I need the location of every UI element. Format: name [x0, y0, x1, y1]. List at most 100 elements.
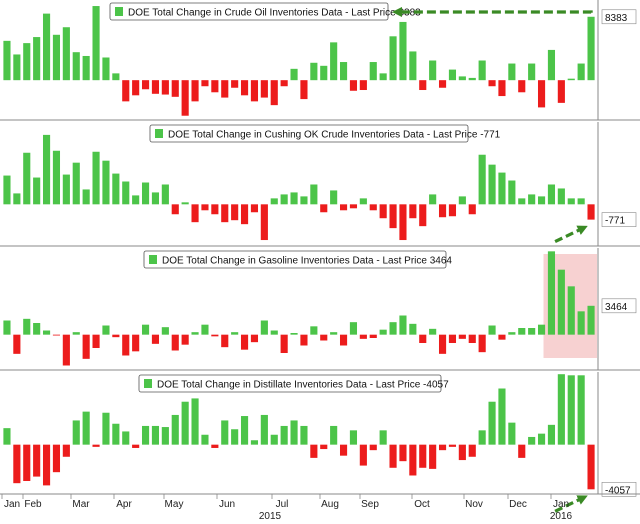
- legend-swatch: [155, 129, 163, 138]
- legend-swatch: [149, 255, 157, 264]
- bar: [122, 181, 130, 205]
- bar: [518, 198, 526, 205]
- bar: [379, 73, 387, 81]
- bar: [320, 444, 328, 450]
- bar: [498, 334, 506, 340]
- bar: [300, 425, 308, 445]
- x-tick-label: Nov: [465, 499, 483, 510]
- bar: [231, 204, 239, 221]
- x-tick-label: Dec: [509, 499, 527, 510]
- bar: [478, 334, 486, 353]
- bar: [399, 204, 407, 241]
- last-value-text: 8383: [605, 13, 628, 24]
- bar: [320, 65, 328, 81]
- bar: [102, 412, 110, 445]
- bar: [72, 332, 80, 335]
- bar: [409, 444, 417, 476]
- bar: [310, 444, 318, 458]
- bar: [132, 444, 140, 448]
- bar: [409, 51, 417, 81]
- bar: [587, 444, 595, 490]
- bar: [23, 43, 31, 81]
- bar: [339, 444, 348, 456]
- bar: [290, 333, 298, 335]
- bar: [290, 68, 298, 81]
- bar: [389, 204, 397, 229]
- bar: [478, 154, 486, 205]
- bar: [72, 420, 80, 445]
- bar: [488, 401, 496, 445]
- bar: [33, 177, 41, 205]
- last-value-label: 8383: [601, 9, 637, 25]
- bar: [557, 374, 565, 445]
- bar: [42, 444, 51, 486]
- bar: [42, 330, 51, 335]
- bar: [102, 57, 110, 81]
- bar: [577, 198, 585, 205]
- panel-title-text: DOE Total Change in Cushing OK Crude Inv…: [168, 130, 501, 141]
- bar: [429, 328, 437, 335]
- bar: [201, 324, 209, 335]
- last-value-label: -4057: [601, 482, 637, 497]
- x-tick-label: May: [165, 499, 184, 510]
- bar: [82, 55, 90, 81]
- bar: [270, 80, 278, 106]
- x-axis: Jan Feb Mar Apr May Jun Jul Aug Sep Oct Nov Dec Jan2…: [0, 493, 640, 522]
- bar: [577, 63, 585, 81]
- bar: [429, 60, 437, 81]
- bar: [23, 444, 31, 481]
- bar: [260, 204, 268, 241]
- bar: [33, 444, 41, 477]
- bar: [191, 332, 199, 335]
- bar: [102, 325, 110, 335]
- bar: [290, 192, 298, 205]
- x-tick-label: Apr: [116, 499, 132, 510]
- bar: [528, 63, 536, 81]
- bar: [577, 375, 585, 445]
- x-tick-label: Jan: [4, 499, 20, 510]
- bar: [508, 332, 516, 335]
- bar: [300, 334, 308, 346]
- bar: [369, 62, 377, 81]
- bar: [330, 42, 338, 81]
- bar: [3, 175, 11, 205]
- bar: [151, 425, 160, 445]
- bar: [359, 198, 367, 205]
- bar: [399, 21, 407, 81]
- bar: [221, 204, 229, 223]
- bar: [151, 80, 160, 94]
- bar: [3, 428, 11, 445]
- bar: [151, 192, 160, 205]
- bar: [369, 444, 377, 451]
- bar: [518, 328, 526, 335]
- bar: [330, 190, 338, 205]
- bar: [458, 444, 466, 461]
- bar: [132, 80, 140, 96]
- bar: [211, 80, 219, 93]
- bar: [181, 334, 189, 345]
- bar: [577, 311, 585, 335]
- bar: [320, 334, 328, 341]
- bar: [488, 80, 496, 87]
- bar: [13, 54, 21, 81]
- bar: [528, 328, 536, 335]
- bar: [419, 334, 427, 343]
- bar: [369, 334, 377, 338]
- bar: [280, 334, 288, 353]
- bar: [181, 202, 189, 205]
- bar: [438, 334, 447, 354]
- bar: [171, 204, 179, 215]
- bar: [557, 269, 565, 335]
- bar: [448, 69, 457, 81]
- bar: [389, 36, 397, 81]
- bar: [132, 334, 140, 352]
- callout-arrow: [554, 495, 588, 513]
- last-value-text: -4057: [605, 485, 631, 496]
- bar: [201, 204, 209, 211]
- bar: [181, 80, 189, 116]
- bar: [171, 80, 179, 97]
- bar: [587, 305, 595, 335]
- bar: [498, 80, 506, 97]
- bar: [270, 330, 278, 335]
- bar: [161, 184, 169, 205]
